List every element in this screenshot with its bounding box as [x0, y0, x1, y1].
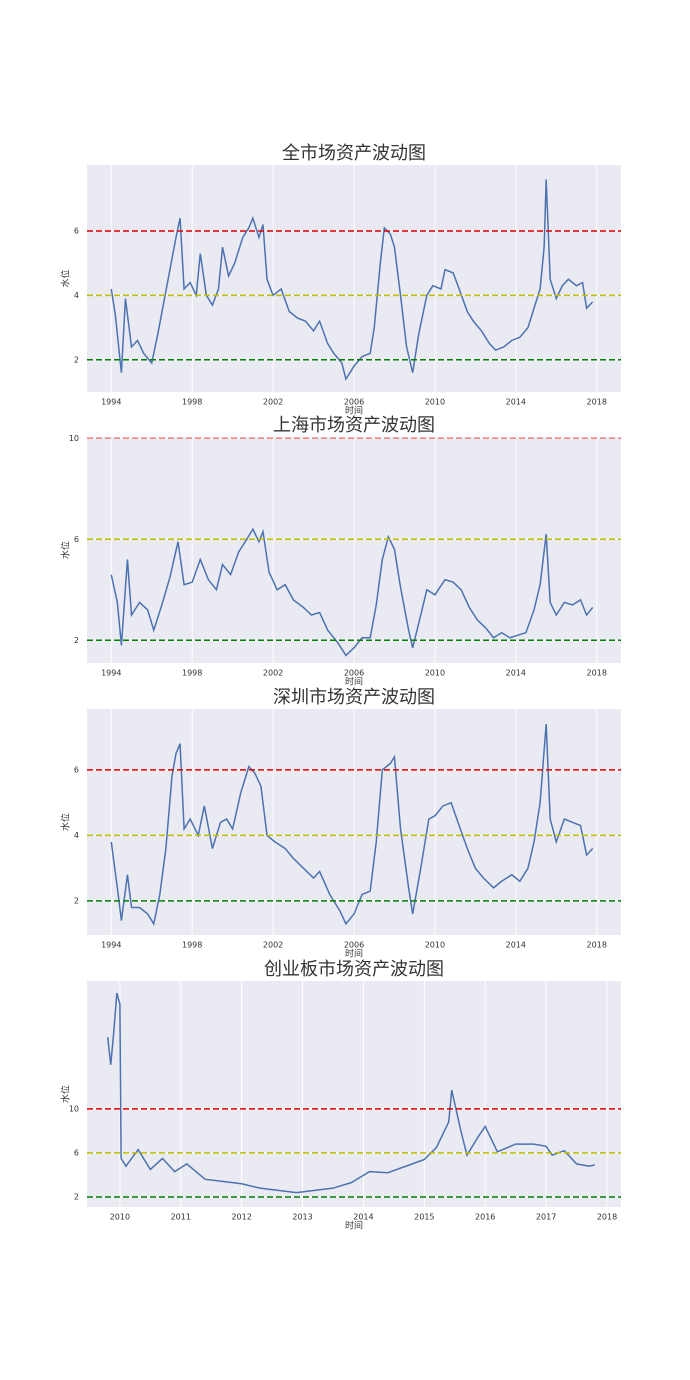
y-tick-label: 6	[74, 765, 79, 774]
x-tick-label: 2011	[171, 1213, 191, 1222]
x-axis-label: 时间	[345, 1220, 363, 1232]
x-tick-label: 2018	[587, 398, 607, 407]
subplot: 1994 1998 2002 2006 2010 2014 2018 2 4 6 全市场资产波动图时…	[60, 143, 621, 417]
subplot: 2010 2011 2012 2013 2014 2015 2016 2017 2018 2 6 10…	[60, 959, 621, 1232]
subplot: 1994 1998 2002 2006 2010 2014 2018 2 6 10 上海市场资产波动…	[60, 415, 621, 688]
x-tick-label: 2014	[506, 669, 526, 678]
x-tick-label: 1998	[182, 669, 202, 678]
y-tick-label: 6	[74, 227, 79, 236]
chart-title: 全市场资产波动图	[282, 143, 426, 164]
data-line	[110, 179, 594, 382]
y-tick-label: 10	[69, 1104, 79, 1113]
x-axis-label: 时间	[345, 676, 363, 688]
y-tick-label: 4	[74, 291, 79, 300]
x-tick-label: 2002	[263, 941, 283, 950]
x-tick-label: 2013	[292, 1213, 312, 1222]
y-tick-label: 6	[74, 1148, 79, 1157]
y-axis-label: 水位	[60, 269, 72, 287]
data-line	[106, 992, 595, 1194]
x-tick-label: 2014	[353, 1213, 373, 1222]
x-tick-label: 2018	[597, 1213, 617, 1222]
x-tick-label: 2017	[536, 1213, 556, 1222]
chart-title: 上海市场资产波动图	[273, 415, 435, 436]
x-tick-label: 2006	[344, 941, 364, 950]
y-tick-label: 4	[74, 831, 79, 840]
x-tick-label: 2012	[231, 1213, 251, 1222]
subplot: 1994 1998 2002 2006 2010 2014 2018 2 4 6 深圳市场资产波动图…	[60, 687, 621, 960]
x-tick-label: 2016	[475, 1213, 495, 1222]
x-tick-label: 2014	[506, 941, 526, 950]
data-line	[110, 527, 594, 657]
x-tick-label: 1994	[101, 669, 121, 678]
chart-title: 创业板市场资产波动图	[264, 959, 444, 980]
x-tick-label: 2006	[344, 398, 364, 407]
x-tick-label: 2002	[263, 669, 283, 678]
x-tick-label: 2010	[425, 398, 445, 407]
y-axis-label: 水位	[60, 541, 72, 559]
y-tick-label: 2	[74, 355, 79, 364]
chart-title: 深圳市场资产波动图	[273, 687, 435, 708]
x-tick-label: 2014	[506, 398, 526, 407]
x-axis-label: 时间	[345, 405, 363, 417]
y-tick-label: 10	[69, 434, 79, 443]
x-tick-label: 1998	[182, 398, 202, 407]
y-tick-label: 2	[74, 896, 79, 905]
y-tick-label: 2	[74, 1192, 79, 1201]
x-tick-label: 2018	[587, 669, 607, 678]
y-tick-label: 6	[74, 535, 79, 544]
x-tick-label: 2010	[425, 941, 445, 950]
x-tick-label: 1994	[101, 398, 121, 407]
x-tick-label: 2002	[263, 398, 283, 407]
y-tick-label: 2	[74, 636, 79, 645]
x-tick-label: 2010	[425, 669, 445, 678]
x-axis-label: 时间	[345, 948, 363, 960]
plot-area	[87, 981, 621, 1207]
x-tick-label: 2018	[587, 941, 607, 950]
x-tick-label: 2010	[110, 1213, 130, 1222]
x-tick-label: 2006	[344, 669, 364, 678]
data-line	[110, 724, 594, 926]
y-axis-label: 水位	[60, 1085, 72, 1103]
x-tick-label: 1994	[101, 941, 121, 950]
y-axis-label: 水位	[60, 813, 72, 831]
x-tick-label: 2015	[414, 1213, 434, 1222]
x-tick-label: 1998	[182, 941, 202, 950]
